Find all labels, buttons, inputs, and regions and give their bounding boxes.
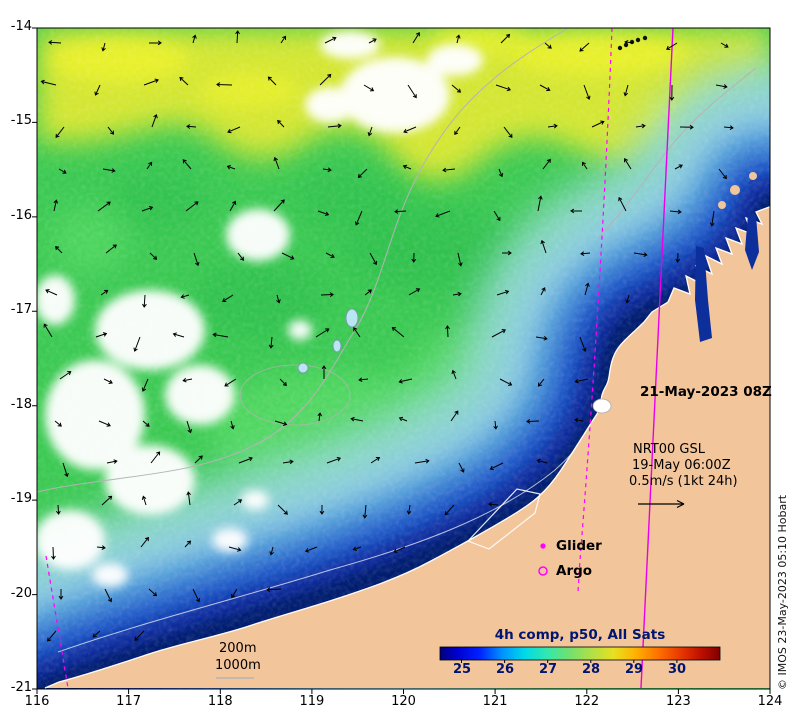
colorbar-tick-label: 28 bbox=[581, 662, 601, 677]
survey-region-outline bbox=[466, 488, 541, 550]
x-tick-label: 121 bbox=[482, 694, 508, 709]
colorbar-tick-label: 29 bbox=[624, 662, 644, 677]
satellite-tracks bbox=[45, 28, 674, 689]
colorbar-tick-label: 26 bbox=[495, 662, 515, 677]
current-arrows bbox=[40, 30, 734, 642]
map-plot-area bbox=[37, 28, 770, 689]
depth-1000m-label: 1000m bbox=[215, 658, 261, 673]
x-tick-label: 119 bbox=[299, 694, 325, 709]
glider-marker-icon bbox=[540, 543, 546, 549]
y-tick-label: -20 bbox=[10, 586, 32, 601]
land-mass bbox=[45, 206, 770, 688]
colorbar bbox=[439, 646, 721, 663]
y-tick-label: -14 bbox=[10, 19, 32, 34]
depth-200m-label: 200m bbox=[219, 641, 257, 656]
x-tick-label: 120 bbox=[391, 694, 416, 709]
colorbar-title: 4h comp, p50, All Sats bbox=[494, 627, 666, 643]
reef-features bbox=[297, 308, 359, 374]
coastline bbox=[44, 206, 770, 689]
depth-contour-lines bbox=[37, 28, 757, 493]
x-tick-label: 122 bbox=[574, 694, 600, 709]
x-tick-label: 123 bbox=[665, 694, 691, 709]
colorbar-tick-label: 27 bbox=[538, 662, 558, 677]
x-tick-label: 117 bbox=[116, 694, 141, 709]
argo-legend-label: Argo bbox=[556, 563, 593, 579]
colorbar-tick-label: 30 bbox=[667, 662, 687, 677]
argo-marker-icon bbox=[538, 566, 548, 576]
y-tick-label: -19 bbox=[10, 491, 32, 506]
cloud-gaps bbox=[37, 31, 483, 587]
composite-date-label: 21-May-2023 08Z bbox=[640, 384, 772, 400]
coastal-inlets bbox=[695, 214, 759, 342]
y-tick-label: -15 bbox=[10, 113, 32, 128]
copyright-text: © IMOS 23-May-2023 05:10 Hobart bbox=[776, 494, 789, 690]
y-tick-label: -21 bbox=[10, 680, 32, 695]
axis-ticks bbox=[32, 27, 771, 694]
model-name-label: NRT00 GSL bbox=[633, 442, 705, 457]
y-tick-label: -17 bbox=[10, 302, 32, 317]
x-tick-label: 124 bbox=[757, 694, 783, 709]
y-tick-label: -16 bbox=[10, 208, 32, 223]
coastal-island bbox=[592, 398, 612, 414]
model-time-label: 19-May 06:00Z bbox=[632, 458, 731, 473]
offshore-islands bbox=[718, 172, 757, 209]
velocity-reference-arrow-icon bbox=[638, 499, 685, 509]
velocity-scale-label: 0.5m/s (1kt 24h) bbox=[629, 474, 738, 489]
colorbar-tick-label: 25 bbox=[452, 662, 472, 677]
x-tick-label: 118 bbox=[207, 694, 233, 709]
x-tick-label: 116 bbox=[24, 694, 50, 709]
glider-legend-label: Glider bbox=[556, 538, 602, 554]
y-tick-label: -18 bbox=[10, 397, 32, 412]
